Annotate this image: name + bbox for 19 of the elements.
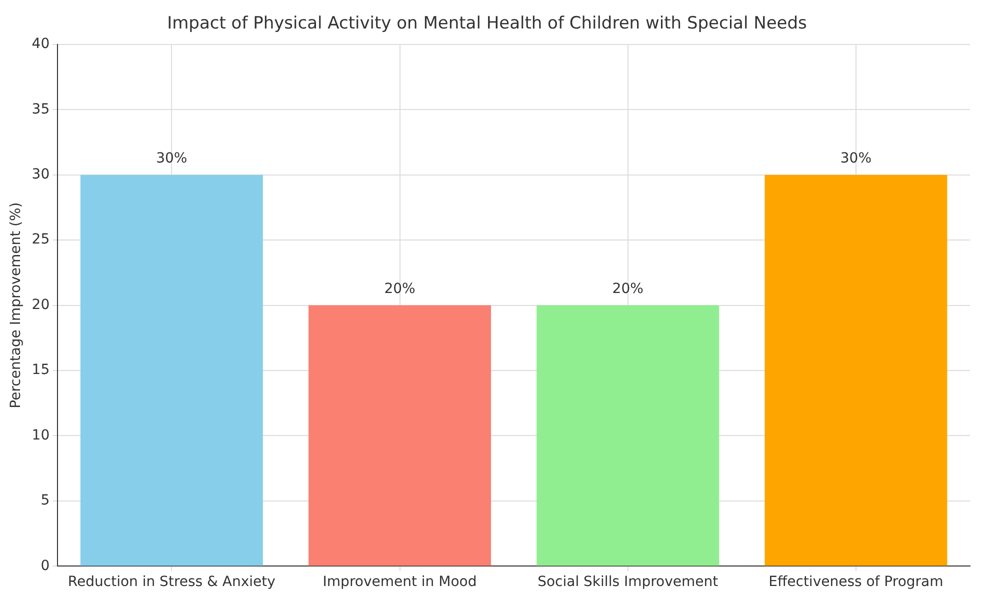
y-tick-label: 5	[40, 492, 50, 509]
y-tick-label: 15	[32, 362, 50, 378]
x-tick-label: Social Skills Improvement	[538, 574, 719, 590]
data-label: 30%	[840, 150, 872, 166]
y-tick-label: 30	[32, 166, 50, 182]
y-tick-label: 20	[32, 296, 50, 313]
data-label: 20%	[612, 280, 644, 297]
x-tick-label: Reduction in Stress & Anxiety	[68, 574, 276, 590]
data-label: 30%	[156, 150, 188, 166]
y-tick-label: 25	[32, 232, 50, 248]
y-axis-title: Percentage Improvement (%)	[8, 202, 24, 408]
y-tick-label: 35	[32, 101, 50, 118]
chart-title: Impact of Physical Activity on Mental Health of Children with Special Needs	[167, 14, 808, 34]
x-tick-label: Effectiveness of Program	[768, 574, 944, 590]
data-label: 20%	[384, 280, 416, 297]
x-tick-label: Improvement in Mood	[322, 574, 477, 590]
y-tick-label: 40	[32, 36, 50, 52]
y-tick-label: 10	[32, 427, 50, 444]
y-tick-label: 0	[40, 558, 50, 574]
